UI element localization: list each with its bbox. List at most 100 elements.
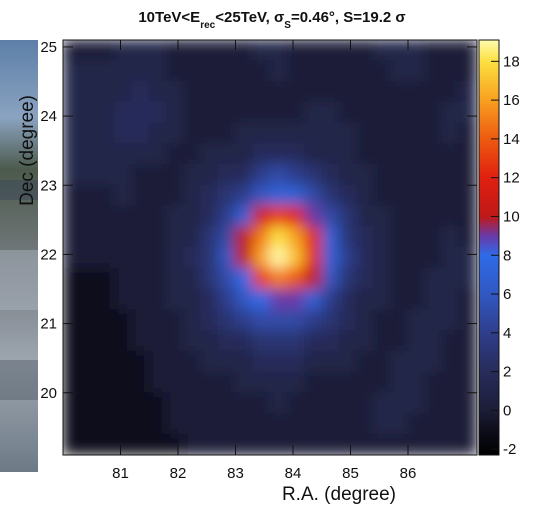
heat-cell xyxy=(132,81,150,103)
heat-cell xyxy=(252,206,270,228)
heat-cell xyxy=(304,206,322,228)
heat-cell xyxy=(321,185,339,207)
heat-cell xyxy=(132,413,150,435)
heat-cell xyxy=(339,185,357,207)
heat-cell xyxy=(373,289,391,311)
heat-cell xyxy=(201,123,219,145)
heat-cell xyxy=(356,372,374,394)
heat-cell xyxy=(373,60,391,82)
heat-cell xyxy=(183,372,201,394)
heat-cell xyxy=(235,268,253,290)
heat-cell xyxy=(373,309,391,331)
heat-cell xyxy=(201,164,219,186)
heat-cell xyxy=(321,351,339,373)
heat-cell xyxy=(252,330,270,352)
heat-cell xyxy=(201,143,219,165)
heat-cell xyxy=(425,102,443,124)
heat-cell xyxy=(235,60,253,82)
heat-cell xyxy=(425,123,443,145)
heat-cell xyxy=(63,123,81,145)
heat-cell xyxy=(321,372,339,394)
colorbar-tick-label: 12 xyxy=(503,170,520,187)
heat-cell xyxy=(235,392,253,414)
heat-cell xyxy=(97,268,115,290)
heat-cell xyxy=(63,330,81,352)
heat-cell xyxy=(442,123,460,145)
heat-cell xyxy=(304,434,322,456)
heat-cell xyxy=(356,60,374,82)
heat-cell xyxy=(80,289,98,311)
heat-cell xyxy=(390,434,408,456)
heat-cell xyxy=(201,206,219,228)
heat-cell xyxy=(201,185,219,207)
x-tick-label: 82 xyxy=(170,465,187,482)
heat-cell xyxy=(459,247,477,269)
heat-cell xyxy=(287,102,305,124)
heat-cell xyxy=(201,81,219,103)
heat-cell xyxy=(442,40,460,62)
heat-cell xyxy=(114,330,132,352)
heat-cell xyxy=(321,330,339,352)
heat-cell xyxy=(149,185,167,207)
heat-cell xyxy=(304,226,322,248)
heat-cell xyxy=(459,226,477,248)
heat-cell xyxy=(425,434,443,456)
heat-cell xyxy=(97,60,115,82)
heat-cell xyxy=(149,330,167,352)
heat-cell xyxy=(235,143,253,165)
heat-cell xyxy=(166,372,184,394)
heat-cell xyxy=(321,392,339,414)
heat-cell xyxy=(252,40,270,62)
heat-cell xyxy=(218,351,236,373)
heat-cell xyxy=(114,185,132,207)
heat-cell xyxy=(459,206,477,228)
heat-cell xyxy=(270,309,288,331)
heat-cell xyxy=(321,309,339,331)
heat-cell xyxy=(459,372,477,394)
heat-cell xyxy=(149,143,167,165)
heat-cell xyxy=(183,226,201,248)
heat-cell xyxy=(356,434,374,456)
heat-cell xyxy=(287,226,305,248)
heat-cell xyxy=(390,268,408,290)
heat-cell xyxy=(218,392,236,414)
heat-cell xyxy=(321,143,339,165)
heat-cell xyxy=(218,123,236,145)
heat-cell xyxy=(356,309,374,331)
heat-cell xyxy=(356,392,374,414)
heat-cell xyxy=(114,206,132,228)
heat-cell xyxy=(218,268,236,290)
heat-cell xyxy=(459,413,477,435)
heat-cell xyxy=(356,268,374,290)
colorbar-tick-label: -2 xyxy=(503,441,516,458)
heat-cell xyxy=(218,164,236,186)
heat-cell xyxy=(390,309,408,331)
heat-cell xyxy=(201,351,219,373)
heat-cell xyxy=(425,206,443,228)
heat-cell xyxy=(287,372,305,394)
heat-cell xyxy=(287,413,305,435)
heat-cell xyxy=(114,434,132,456)
heat-cell xyxy=(149,392,167,414)
colorbar-tick-label: 18 xyxy=(503,53,520,70)
x-tick-label: 83 xyxy=(227,465,244,482)
heat-cell xyxy=(132,330,150,352)
heat-cell xyxy=(270,351,288,373)
heat-cell xyxy=(356,351,374,373)
heat-cell xyxy=(408,434,426,456)
heat-cell xyxy=(321,434,339,456)
heat-cell xyxy=(390,289,408,311)
heat-cell xyxy=(201,434,219,456)
heat-cell xyxy=(321,226,339,248)
heat-cell xyxy=(132,102,150,124)
heat-cell xyxy=(373,143,391,165)
heat-cell xyxy=(442,309,460,331)
heat-cell xyxy=(149,60,167,82)
heat-cell xyxy=(252,413,270,435)
heat-cell xyxy=(166,392,184,414)
heat-cell xyxy=(252,247,270,269)
heat-cell xyxy=(270,81,288,103)
heat-cell xyxy=(201,372,219,394)
heat-cell xyxy=(390,392,408,414)
heat-cell xyxy=(114,81,132,103)
